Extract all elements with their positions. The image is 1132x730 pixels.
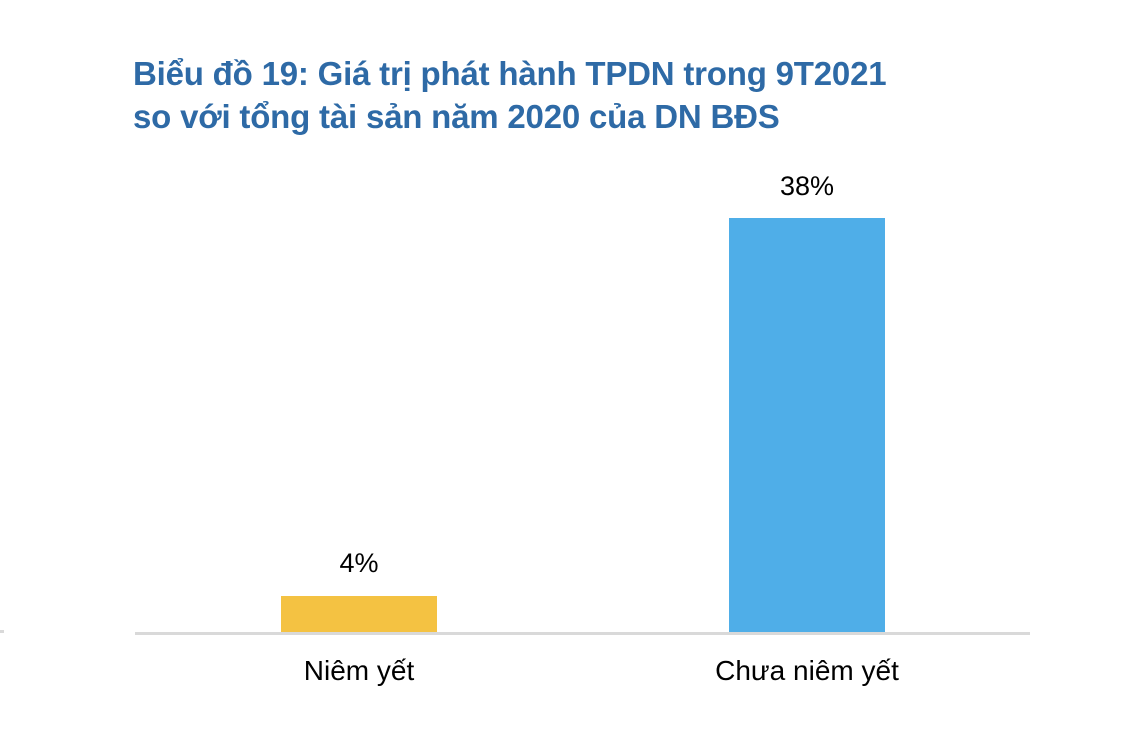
- bar-chua-niem-yet: [729, 218, 885, 633]
- chart-title-line-2: so với tổng tài sản năm 2020 của DN BĐS: [133, 98, 780, 135]
- bar-value-label-niem-yet: 4%: [339, 548, 379, 578]
- chart-title-line-1: Biểu đồ 19: Giá trị phát hành TPDN trong…: [133, 55, 887, 92]
- x-axis-label-chua-niem-yet: Chưa niêm yết: [715, 655, 899, 686]
- bar-niem-yet: [281, 596, 437, 633]
- chart-title: Biểu đồ 19: Giá trị phát hành TPDN trong…: [133, 52, 887, 138]
- bar-value-label-chua-niem-yet: 38%: [779, 171, 835, 201]
- edge-tick-mark: [0, 630, 4, 633]
- x-axis-label-niem-yet: Niêm yết: [303, 655, 415, 686]
- x-axis-line: [135, 632, 1030, 635]
